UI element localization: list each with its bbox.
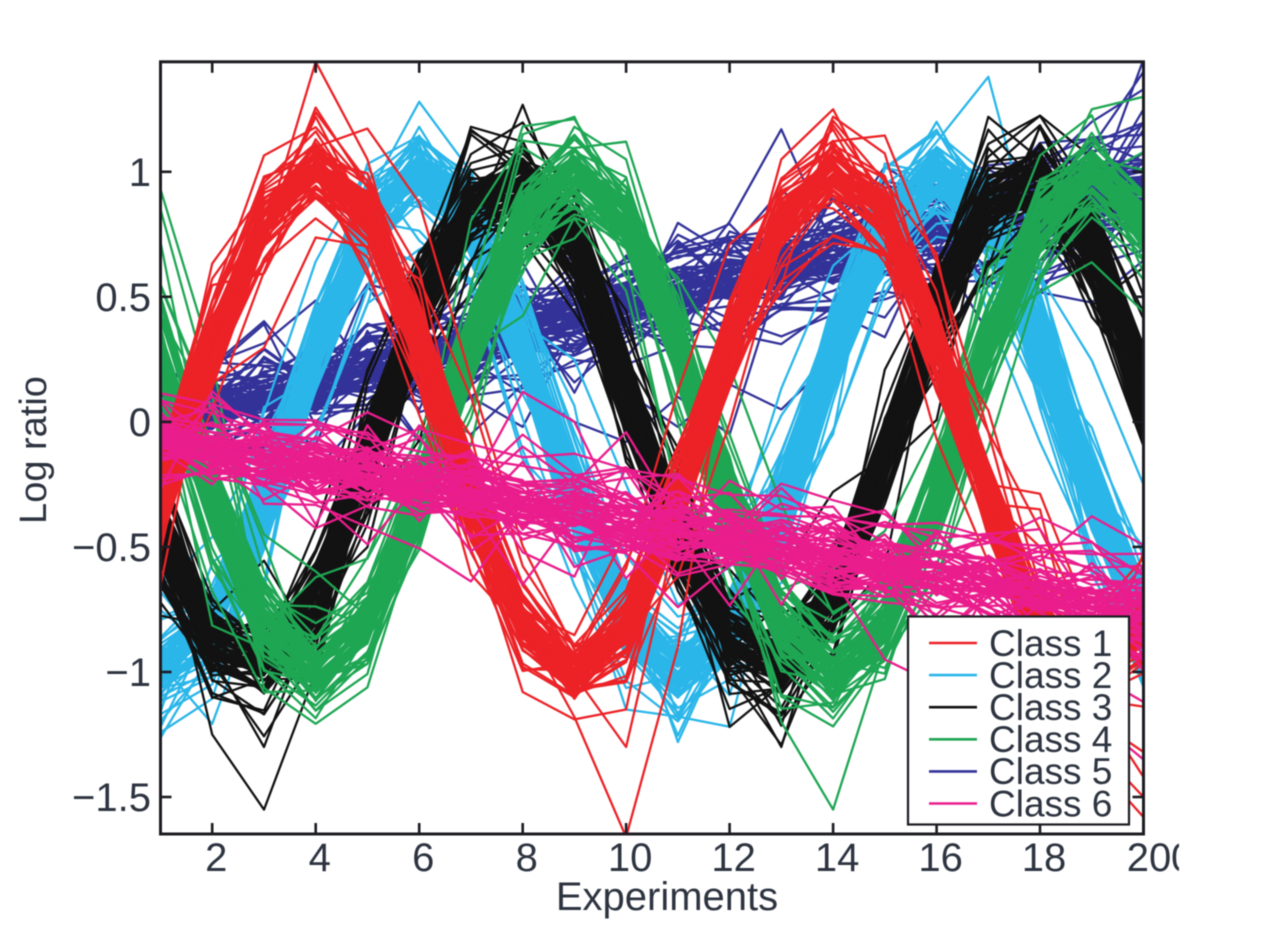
svg-text:16: 16 bbox=[918, 836, 963, 880]
svg-text:Class 5: Class 5 bbox=[989, 751, 1112, 792]
svg-text:8: 8 bbox=[516, 836, 538, 880]
svg-text:18: 18 bbox=[1022, 836, 1067, 880]
svg-text:Class 1: Class 1 bbox=[989, 623, 1112, 664]
svg-text:0.5: 0.5 bbox=[95, 276, 151, 320]
svg-text:Class 2: Class 2 bbox=[989, 655, 1112, 696]
svg-text:Class 4: Class 4 bbox=[989, 719, 1112, 760]
svg-text:−1: −1 bbox=[105, 651, 151, 695]
svg-text:14: 14 bbox=[815, 836, 860, 880]
svg-text:10: 10 bbox=[608, 836, 653, 880]
svg-text:Log ratio: Log ratio bbox=[13, 376, 55, 524]
svg-text:20: 20 bbox=[1127, 836, 1172, 880]
svg-text:6: 6 bbox=[412, 836, 434, 880]
svg-text:−0.5: −0.5 bbox=[72, 526, 151, 570]
svg-text:Class 6: Class 6 bbox=[989, 783, 1112, 824]
svg-text:4: 4 bbox=[309, 836, 331, 880]
svg-text:Class 3: Class 3 bbox=[989, 687, 1112, 728]
svg-text:2: 2 bbox=[205, 836, 227, 880]
svg-text:1: 1 bbox=[129, 151, 151, 195]
svg-text:12: 12 bbox=[711, 836, 756, 880]
svg-text:0: 0 bbox=[129, 401, 151, 445]
svg-text:−1.5: −1.5 bbox=[72, 776, 151, 820]
svg-text:Experiments: Experiments bbox=[556, 875, 778, 919]
svg-text:0: 0 bbox=[1171, 836, 1193, 880]
